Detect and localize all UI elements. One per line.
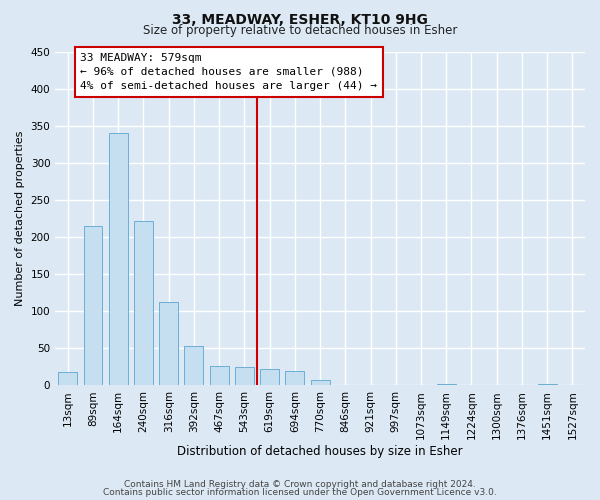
Bar (159, 302, 178, 386)
Bar (260, 369, 279, 386)
Bar (58, 372, 77, 386)
Bar (83, 226, 103, 386)
Bar (311, 380, 329, 386)
Bar (134, 220, 153, 386)
Bar (437, 384, 455, 386)
Text: Contains public sector information licensed under the Open Government Licence v3: Contains public sector information licen… (103, 488, 497, 497)
Bar (538, 384, 557, 386)
Bar (210, 366, 229, 386)
Bar (184, 346, 203, 386)
Y-axis label: Number of detached properties: Number of detached properties (15, 130, 25, 306)
X-axis label: Distribution of detached houses by size in Esher: Distribution of detached houses by size … (177, 444, 463, 458)
Bar (286, 371, 304, 386)
Text: Contains HM Land Registry data © Crown copyright and database right 2024.: Contains HM Land Registry data © Crown c… (124, 480, 476, 489)
Text: 33 MEADWAY: 579sqm
← 96% of detached houses are smaller (988)
4% of semi-detache: 33 MEADWAY: 579sqm ← 96% of detached hou… (80, 53, 377, 91)
Text: Size of property relative to detached houses in Esher: Size of property relative to detached ho… (143, 24, 457, 37)
Text: 33, MEADWAY, ESHER, KT10 9HG: 33, MEADWAY, ESHER, KT10 9HG (172, 12, 428, 26)
Bar (109, 133, 128, 386)
Bar (235, 367, 254, 386)
